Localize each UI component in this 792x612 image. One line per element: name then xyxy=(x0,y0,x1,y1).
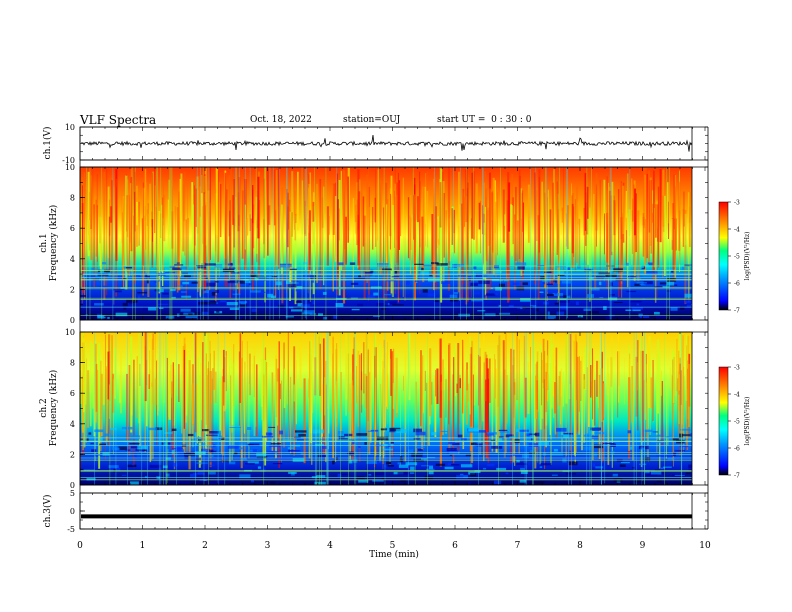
colorbar-ch1-label: log(PSD)(V²/Hz) xyxy=(744,232,751,281)
ch2-spectrogram-texture xyxy=(80,332,692,485)
y-tick-label: 8 xyxy=(70,194,75,203)
start-time-label: start UT = 0 : 30 : 0 xyxy=(437,115,532,125)
y-tick-label: 5 xyxy=(70,489,75,498)
colorbar-tick-label: -6 xyxy=(734,281,740,288)
y-tick-label: 0 xyxy=(70,507,75,516)
ch1-spectrogram-texture xyxy=(80,167,692,320)
colorbar-ch2-label: log(PSD)(V²/Hz) xyxy=(744,397,751,446)
colorbar-tick-label: -7 xyxy=(734,308,740,315)
y-tick-label: 0 xyxy=(70,481,75,490)
ch1-wave-ylabel: ch.1(V) xyxy=(42,127,53,160)
x-tick-label: 4 xyxy=(327,541,333,551)
ch3-wave-ylabel: ch.3(V) xyxy=(42,495,53,528)
colorbar-tick-label: -4 xyxy=(734,392,740,399)
x-tick-label: 9 xyxy=(640,541,646,551)
y-tick-label: 6 xyxy=(70,389,75,398)
y-tick-label: 8 xyxy=(70,359,75,368)
y-tick-label: 6 xyxy=(70,224,75,233)
colorbar-tick-label: -5 xyxy=(734,419,740,426)
figure-title: VLF Spectra xyxy=(80,113,157,127)
x-tick-label: 8 xyxy=(577,541,583,551)
y-tick-label: -5 xyxy=(67,525,75,534)
x-tick-label: 3 xyxy=(265,541,271,551)
x-tick-label: 10 xyxy=(699,541,711,551)
ch1-waveform-line xyxy=(80,135,693,152)
ch1-spec-ylabel: ch.1 xyxy=(39,233,49,252)
y-tick-label: 4 xyxy=(70,255,75,264)
y-tick-label: 10 xyxy=(65,163,75,172)
station-label: station=OUJ xyxy=(343,115,401,125)
x-tick-label: 7 xyxy=(515,541,521,551)
colorbar-tick-label: -4 xyxy=(734,227,740,234)
colorbar-tick-label: -3 xyxy=(734,365,740,372)
y-tick-label: 10 xyxy=(65,328,75,337)
colorbar-ch2: -3 -4 -5 -6 -7 log(PSD)(V²/Hz) xyxy=(718,365,751,480)
x-tick-label: 2 xyxy=(202,541,208,551)
colorbar-ch1: -3 -4 -5 -6 -7 log(PSD)(V²/Hz) xyxy=(718,200,751,315)
y-tick-label: 10 xyxy=(65,123,75,132)
panels xyxy=(79,126,693,530)
ch2-spec-ylabel: ch.2 xyxy=(39,398,49,417)
x-axis-label: Time (min) xyxy=(369,549,419,560)
colorbar-tick-label: -3 xyxy=(734,200,740,207)
x-tick-label: 5 xyxy=(390,541,396,551)
ch3-waveform-frame xyxy=(79,492,693,530)
x-tick-label: 1 xyxy=(140,541,146,551)
ch2-spec-ylabel2: Frequency (kHz) xyxy=(48,370,59,447)
date-label: Oct. 18, 2022 xyxy=(250,115,312,125)
ch1-spec-ylabel2: Frequency (kHz) xyxy=(48,205,59,282)
y-tick-label: 4 xyxy=(70,420,75,429)
ch1-waveform xyxy=(80,135,693,152)
colorbar-tick-label: -5 xyxy=(734,254,740,261)
x-tick-label: 0 xyxy=(77,541,83,551)
colorbar-tick-label: -6 xyxy=(734,446,740,453)
y-tick-label: 2 xyxy=(70,450,75,459)
y-tick-label: 0 xyxy=(70,316,75,325)
colorbar-tick-label: -7 xyxy=(734,473,740,480)
y-tick-label: 2 xyxy=(70,285,75,294)
x-tick-label: 6 xyxy=(452,541,458,551)
y-tick-label: -10 xyxy=(62,156,75,165)
